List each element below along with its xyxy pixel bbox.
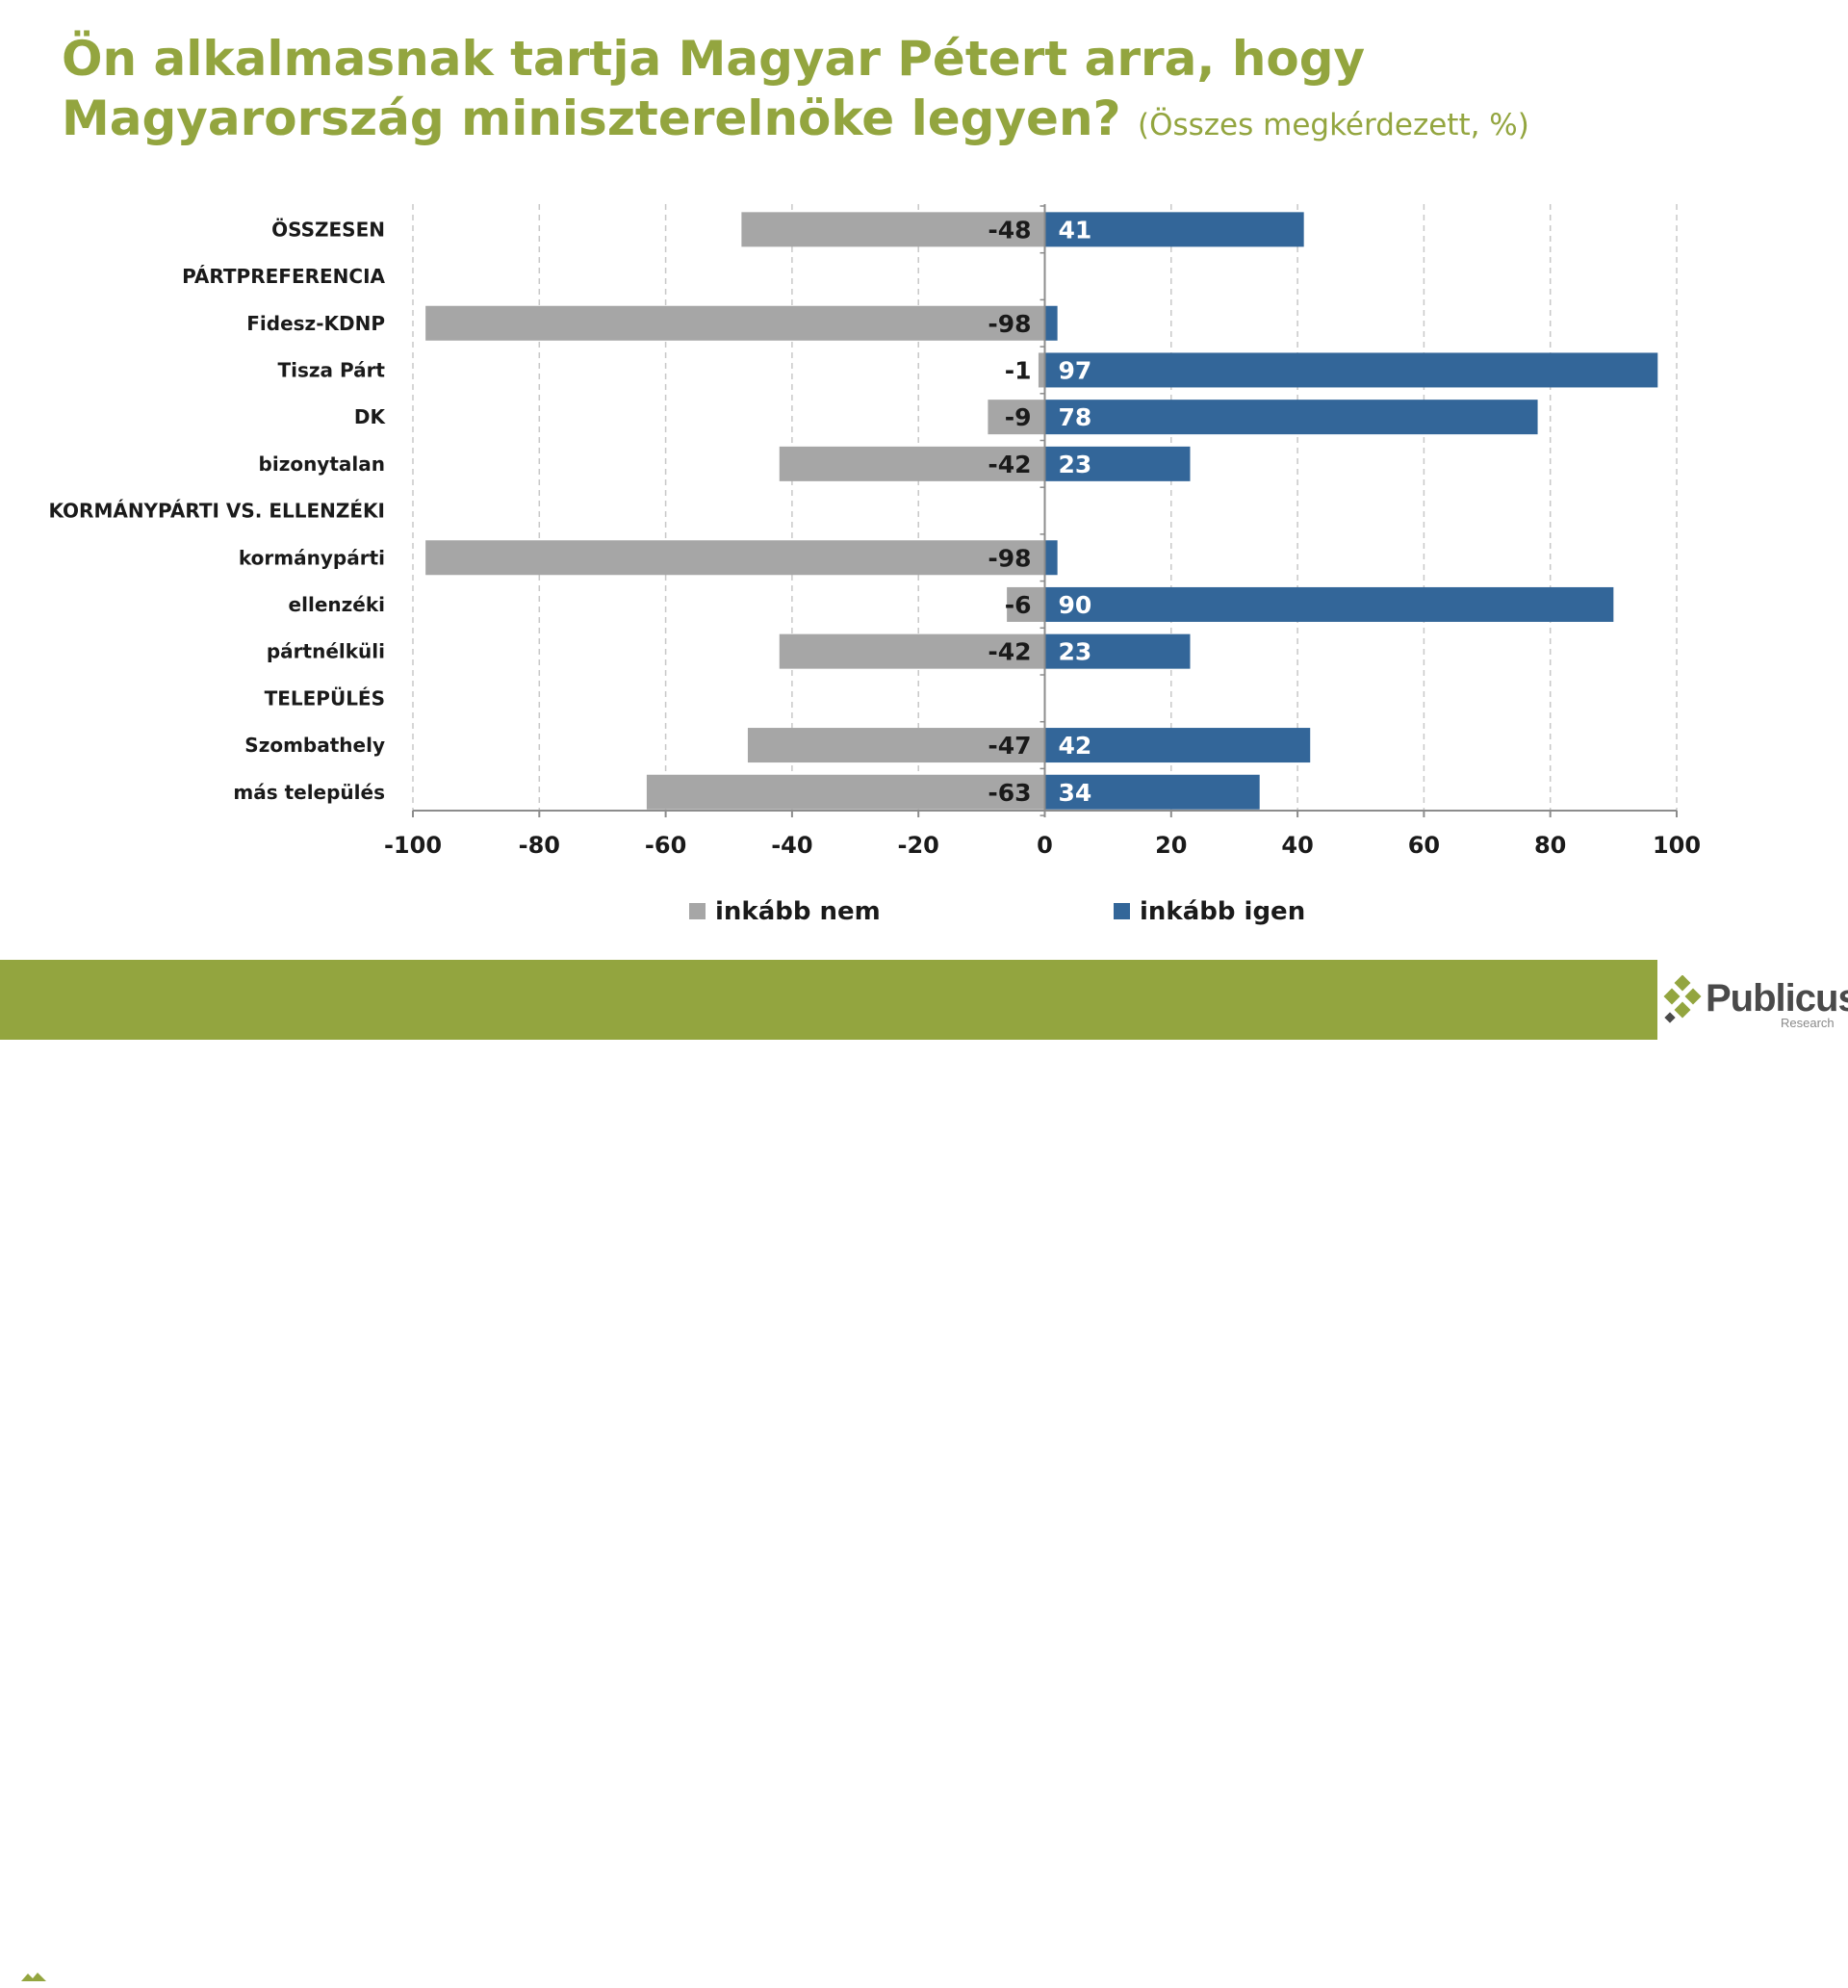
data-label-inkabb-nem: -42 <box>988 451 1031 478</box>
chart-title: Ön alkalmasnak tartja Magyar Pétert arra… <box>62 29 1698 155</box>
bar-inkabb-nem <box>747 728 1045 763</box>
legend-swatch <box>1114 903 1130 919</box>
category-label: kormánypárti <box>239 546 385 569</box>
x-tick-label: 40 <box>1281 832 1313 859</box>
data-label-inkabb-nem: -48 <box>988 216 1031 244</box>
data-label-inkabb-nem: -1 <box>1005 356 1032 384</box>
x-tick-label: -40 <box>771 832 812 859</box>
bar-chart: -100 -80 -60 -40 -20 0 20 40 60 80 100 ÖSSZESEN PÁRT… <box>48 204 1701 926</box>
bar-inkabb-igen <box>1044 540 1058 576</box>
bar-inkabb-igen <box>1044 212 1304 247</box>
source-text: nyugat.hu <box>50 1962 140 1987</box>
bar-inkabb-nem <box>646 774 1045 810</box>
data-label-inkabb-nem: -6 <box>1005 591 1032 619</box>
data-label-inkabb-nem: -47 <box>988 732 1031 760</box>
chart-subtitle: (Összes megkérdezett, %) <box>1137 108 1529 142</box>
data-label-inkabb-nem: -63 <box>988 779 1031 807</box>
legend-label: inkább igen <box>1140 897 1305 926</box>
bar-inkabb-nem <box>425 540 1045 576</box>
data-label-inkabb-igen: 23 <box>1059 638 1092 666</box>
data-label-inkabb-igen: 42 <box>1059 732 1092 760</box>
logo-subtitle: Research <box>1781 1016 1835 1030</box>
category-label: PÁRTPREFERENCIA <box>182 265 385 288</box>
category-label: ÖSSZESEN <box>271 218 385 241</box>
bar-inkabb-nem <box>1038 352 1045 388</box>
data-label-inkabb-igen: 78 <box>1059 403 1092 431</box>
x-tick-label: -100 <box>384 832 442 859</box>
x-tick-label: 20 <box>1155 832 1187 859</box>
bar-inkabb-nem <box>988 400 1045 435</box>
data-label-inkabb-nem: -9 <box>1005 403 1032 431</box>
bar-inkabb-igen <box>1044 774 1260 810</box>
bar-inkabb-nem <box>425 305 1045 341</box>
x-tick-label: 0 <box>1037 832 1053 859</box>
x-tick-label: -20 <box>898 832 939 859</box>
category-label: más település <box>233 781 385 804</box>
category-label: KORMÁNYPÁRTI VS. ELLENZÉKI <box>48 500 385 523</box>
bar-inkabb-igen <box>1044 352 1658 388</box>
data-label-inkabb-nem: -42 <box>988 638 1031 666</box>
bar-inkabb-igen <box>1044 305 1058 341</box>
bar-inkabb-igen <box>1044 446 1191 481</box>
bar-inkabb-nem <box>779 446 1045 481</box>
x-tick-label: -80 <box>519 832 560 859</box>
data-label-inkabb-nem: -98 <box>988 544 1031 572</box>
bar-inkabb-igen <box>1044 400 1538 435</box>
category-label: bizonytalan <box>259 452 385 476</box>
category-label: TELEPÜLÉS <box>265 686 385 710</box>
x-tick-label: 80 <box>1534 832 1566 859</box>
logo-name: Publicus <box>1706 977 1848 1020</box>
data-label-inkabb-igen: 97 <box>1059 356 1092 384</box>
bar-inkabb-nem <box>741 212 1045 247</box>
footer-bar: nyugat.hu <box>0 960 1657 1987</box>
data-label-inkabb-igen: 23 <box>1059 451 1092 478</box>
x-tick-label: -60 <box>645 832 686 859</box>
legend-swatch <box>689 903 706 919</box>
publicus-diamond-icon <box>1663 975 1702 1023</box>
category-label: Szombathely <box>244 734 385 757</box>
bar-inkabb-nem <box>779 633 1045 669</box>
category-label: ellenzéki <box>289 593 385 616</box>
category-label: pártnélküli <box>267 640 385 663</box>
bar-inkabb-nem <box>1007 586 1045 622</box>
bar-inkabb-igen <box>1044 728 1311 763</box>
chart-title-main: Ön alkalmasnak tartja Magyar Pétert arra… <box>62 31 1366 146</box>
data-label-inkabb-nem: -98 <box>988 310 1031 338</box>
x-tick-label: 100 <box>1653 832 1701 859</box>
bar-inkabb-igen <box>1044 633 1191 669</box>
nyugat-logo-icon <box>19 1968 48 1984</box>
source-label: nyugat.hu <box>19 1962 140 1988</box>
category-label: Fidesz-KDNP <box>246 312 385 335</box>
data-label-inkabb-igen: 41 <box>1059 216 1092 244</box>
x-tick-label: 60 <box>1408 832 1440 859</box>
data-label-inkabb-igen: 34 <box>1059 779 1092 807</box>
category-label: DK <box>354 405 387 428</box>
data-label-inkabb-igen: 90 <box>1059 591 1092 619</box>
legend-label: inkább nem <box>715 897 881 926</box>
category-label: Tisza Párt <box>277 358 385 381</box>
publicus-logo: Publicus Research <box>1657 960 1848 1040</box>
bar-inkabb-igen <box>1044 586 1614 622</box>
